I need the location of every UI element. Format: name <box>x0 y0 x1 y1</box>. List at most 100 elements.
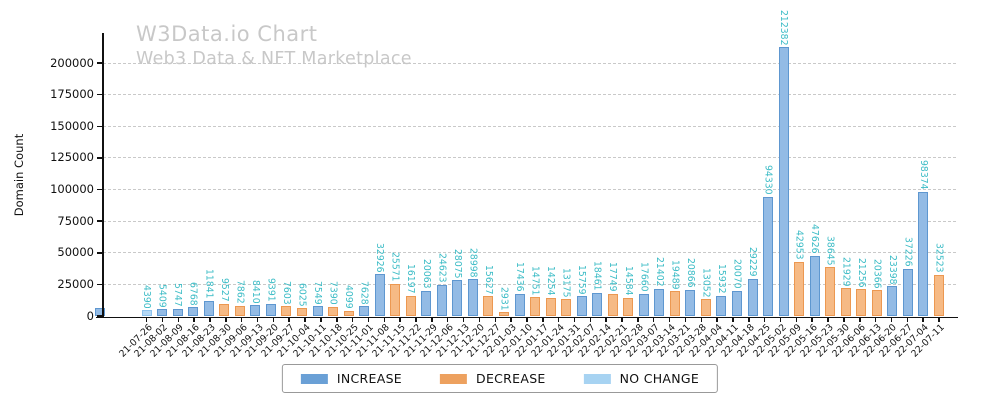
gridline <box>103 157 956 159</box>
x-tick-mark <box>193 318 195 322</box>
bar-value-label: 7390 <box>327 280 339 305</box>
y-tick-mark <box>97 125 102 127</box>
x-tick-mark <box>811 318 813 322</box>
bar <box>296 308 307 316</box>
x-tick-mark <box>415 318 417 322</box>
bar <box>778 47 789 316</box>
bar-value-label: 47626 <box>809 224 821 254</box>
x-tick-mark <box>843 318 845 322</box>
bar <box>141 310 152 316</box>
x-tick-mark <box>145 318 148 322</box>
y-axis-title: Domain Count <box>12 133 26 217</box>
y-axis-line <box>102 33 104 317</box>
bar-value-label: 4099 <box>343 285 355 309</box>
bar-value-label: 7628 <box>358 280 370 305</box>
bar <box>654 288 665 316</box>
bar <box>747 279 758 316</box>
bar-value-label: 20070 <box>731 259 743 289</box>
bar <box>312 306 323 316</box>
x-tick-mark <box>320 318 322 322</box>
bar <box>188 307 199 316</box>
bar-value-label: 9527 <box>218 278 230 302</box>
x-tick-mark <box>510 318 512 322</box>
bar <box>623 297 634 316</box>
bar-value-label: 15759 <box>576 264 588 295</box>
bar <box>436 284 447 316</box>
bar <box>934 274 944 316</box>
y-tick-label: 25000 <box>57 276 94 291</box>
bar <box>700 299 711 316</box>
bar-value-label: 13052 <box>700 267 712 298</box>
bar <box>498 312 509 316</box>
bar <box>390 283 401 316</box>
bar-value-label: 24623 <box>436 253 448 283</box>
x-tick-mark <box>859 318 861 322</box>
bar <box>343 310 354 316</box>
bar <box>467 279 478 316</box>
bar-value-label: 29229 <box>747 247 759 278</box>
bar-value-label: 19489 <box>669 259 681 290</box>
bar-value-label: 16197 <box>405 263 417 294</box>
legend-swatch-increase <box>300 373 328 384</box>
bar <box>856 289 867 316</box>
y-tick-mark <box>97 252 102 254</box>
legend-label: INCREASE <box>336 371 403 386</box>
bar <box>281 306 292 316</box>
gridline <box>103 62 956 64</box>
x-tick-mark <box>589 318 592 322</box>
x-tick-mark <box>573 318 576 322</box>
bar-value-label: 37226 <box>902 237 914 267</box>
bar <box>234 306 245 316</box>
bar <box>669 291 680 316</box>
x-tick-mark <box>763 318 766 322</box>
gridline <box>103 125 956 127</box>
x-axis-line <box>96 316 958 318</box>
x-tick-mark <box>795 318 798 322</box>
bar-value-label: 98374 <box>917 159 929 190</box>
bar <box>405 295 416 316</box>
y-tick-mark <box>97 315 102 317</box>
legend: INCREASE DECREASE NO CHANGE <box>281 364 719 393</box>
legend-item-increase: INCREASE <box>300 371 403 386</box>
x-tick-mark <box>652 318 655 322</box>
bar-value-label: 42953 <box>793 230 805 260</box>
y-tick-mark <box>97 188 102 191</box>
x-tick-mark <box>240 318 243 322</box>
bar-value-label: 15932 <box>715 264 727 294</box>
x-tick-mark <box>906 318 909 322</box>
bar-value-label: 15627 <box>482 264 494 295</box>
bar-value-label: 17660 <box>638 262 650 292</box>
x-tick-mark <box>383 318 386 322</box>
y-tick-label: 125000 <box>50 150 94 165</box>
bar-value-label: 21402 <box>653 257 665 287</box>
x-tick-mark <box>827 318 829 322</box>
bar-value-label: 23398 <box>886 254 898 285</box>
bar <box>561 299 572 316</box>
bar <box>250 305 261 316</box>
x-tick-mark <box>716 318 718 322</box>
legend-swatch-decrease <box>440 373 468 384</box>
bar-value-label: 28998 <box>467 247 479 278</box>
y-tick-label: 175000 <box>50 87 94 102</box>
bar <box>172 308 183 316</box>
bar-value-label: 14584 <box>622 265 634 296</box>
x-tick-mark <box>288 318 290 322</box>
bar <box>219 303 230 316</box>
bar <box>716 295 727 316</box>
x-tick-mark <box>938 318 940 322</box>
x-tick-mark <box>446 318 449 322</box>
legend-item-decrease: DECREASE <box>440 371 546 386</box>
chart-title: W3Data.io Chart <box>136 22 318 46</box>
y-tick-label: 200000 <box>50 55 94 70</box>
bar-value-label: 32926 <box>374 242 386 273</box>
bar-value-label: 21929 <box>840 256 852 287</box>
bar-value-label: 20063 <box>420 259 432 289</box>
x-tick-mark <box>431 318 433 322</box>
y-tick-label: 50000 <box>57 245 94 260</box>
bar <box>794 261 805 316</box>
bar-value-label: 5409 <box>156 283 168 308</box>
x-tick-mark <box>336 318 338 322</box>
x-tick-mark <box>462 318 465 322</box>
gridline <box>103 283 956 285</box>
bar-value-label: 7549 <box>312 280 324 305</box>
